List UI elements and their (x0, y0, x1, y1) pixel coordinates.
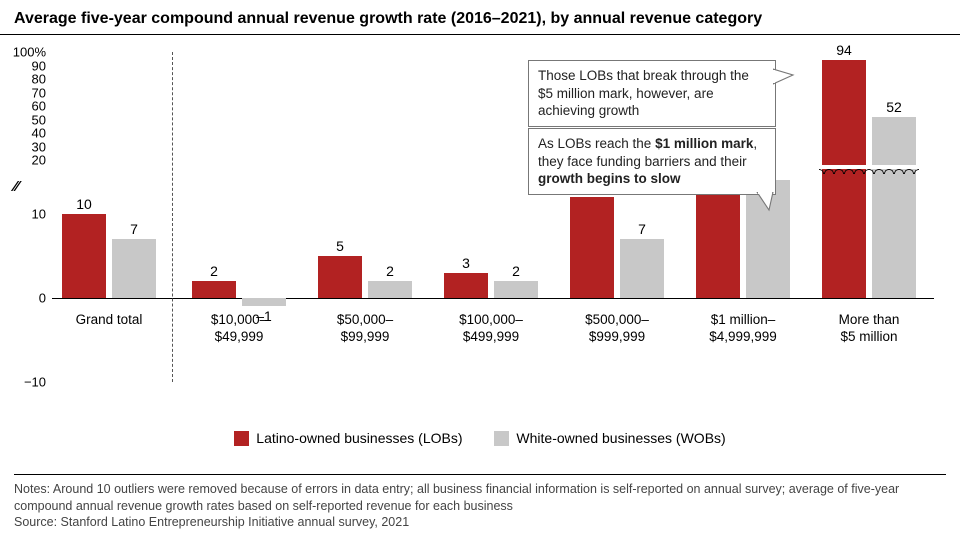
bar-value-label: 2 (210, 263, 218, 279)
callout-tail-icon (773, 67, 795, 89)
footnote-source: Source: Stanford Latino Entrepreneurship… (14, 514, 946, 530)
bar-wob (872, 117, 916, 298)
category-label: $100,000–$499,999 (436, 312, 546, 346)
bar-lob (444, 273, 488, 298)
bar-value-label: 94 (836, 42, 852, 58)
y-tick-label: 40 (10, 126, 46, 141)
bar-value-label: 5 (336, 238, 344, 254)
callout-breakthrough: Those LOBs that break through the $5 mil… (528, 60, 776, 127)
callout-text: As LOBs reach the $1 million mark, they … (538, 136, 757, 186)
callout-tail-icon (755, 192, 777, 212)
bar-lob (570, 197, 614, 298)
bar-wob (368, 281, 412, 298)
category-label: Grand total (54, 312, 164, 329)
category-label: $50,000–$99,999 (310, 312, 420, 346)
bar-wob (620, 239, 664, 298)
category-label: $10,000–$49,999 (184, 312, 294, 346)
legend-item-lob: Latino-owned businesses (LOBs) (234, 430, 462, 446)
bar-value-label: 7 (638, 221, 646, 237)
bar-wob (494, 281, 538, 298)
legend-label-lob: Latino-owned businesses (LOBs) (256, 430, 462, 446)
y-tick-label: 50 (10, 112, 46, 127)
category-label: $500,000–$999,999 (562, 312, 672, 346)
footnote-notes: Notes: Around 10 outliers were removed b… (14, 481, 946, 514)
bar-value-label: 10 (76, 196, 92, 212)
bar-value-label: 3 (462, 255, 470, 271)
bar-lob (192, 281, 236, 298)
callout-text: Those LOBs that break through the $5 mil… (538, 68, 749, 118)
group-separator (172, 52, 173, 382)
chart-title: Average five-year compound annual revenu… (0, 0, 960, 35)
y-tick-label: 20 (10, 153, 46, 168)
y-tick-label: 100% (10, 45, 46, 60)
bar-value-label: 7 (130, 221, 138, 237)
y-tick-label: 70 (10, 85, 46, 100)
y-tick-label: 10 (10, 207, 46, 222)
bar-value-label: 52 (886, 99, 902, 115)
y-tick-label: 60 (10, 99, 46, 114)
chart-plot-area: −100102030405060708090100%//107Grand tot… (52, 52, 934, 382)
legend-label-wob: White-owned businesses (WOBs) (516, 430, 725, 446)
bar-lob (318, 256, 362, 298)
bar-value-label: 2 (512, 263, 520, 279)
legend-swatch-wob (494, 431, 509, 446)
category-label: $1 million–$4,999,999 (688, 312, 798, 346)
y-tick-label: 80 (10, 72, 46, 87)
bar-lob (822, 60, 866, 298)
chart-legend: Latino-owned businesses (LOBs) White-own… (0, 430, 960, 449)
x-axis-baseline (52, 298, 934, 299)
y-tick-label: −10 (10, 375, 46, 390)
y-tick-label: 90 (10, 58, 46, 73)
legend-swatch-lob (234, 431, 249, 446)
y-tick-label: 0 (10, 291, 46, 306)
callout-slowdown: As LOBs reach the $1 million mark, they … (528, 128, 776, 195)
bar-lob (62, 214, 106, 298)
y-tick-label: 30 (10, 139, 46, 154)
bar-wob (112, 239, 156, 298)
chart-footnote: Notes: Around 10 outliers were removed b… (14, 474, 946, 530)
category-label: More than$5 million (814, 312, 924, 346)
axis-break-icon: // (12, 179, 17, 195)
legend-item-wob: White-owned businesses (WOBs) (494, 430, 725, 446)
bar-wob (242, 298, 286, 306)
bar-value-label: 2 (386, 263, 394, 279)
